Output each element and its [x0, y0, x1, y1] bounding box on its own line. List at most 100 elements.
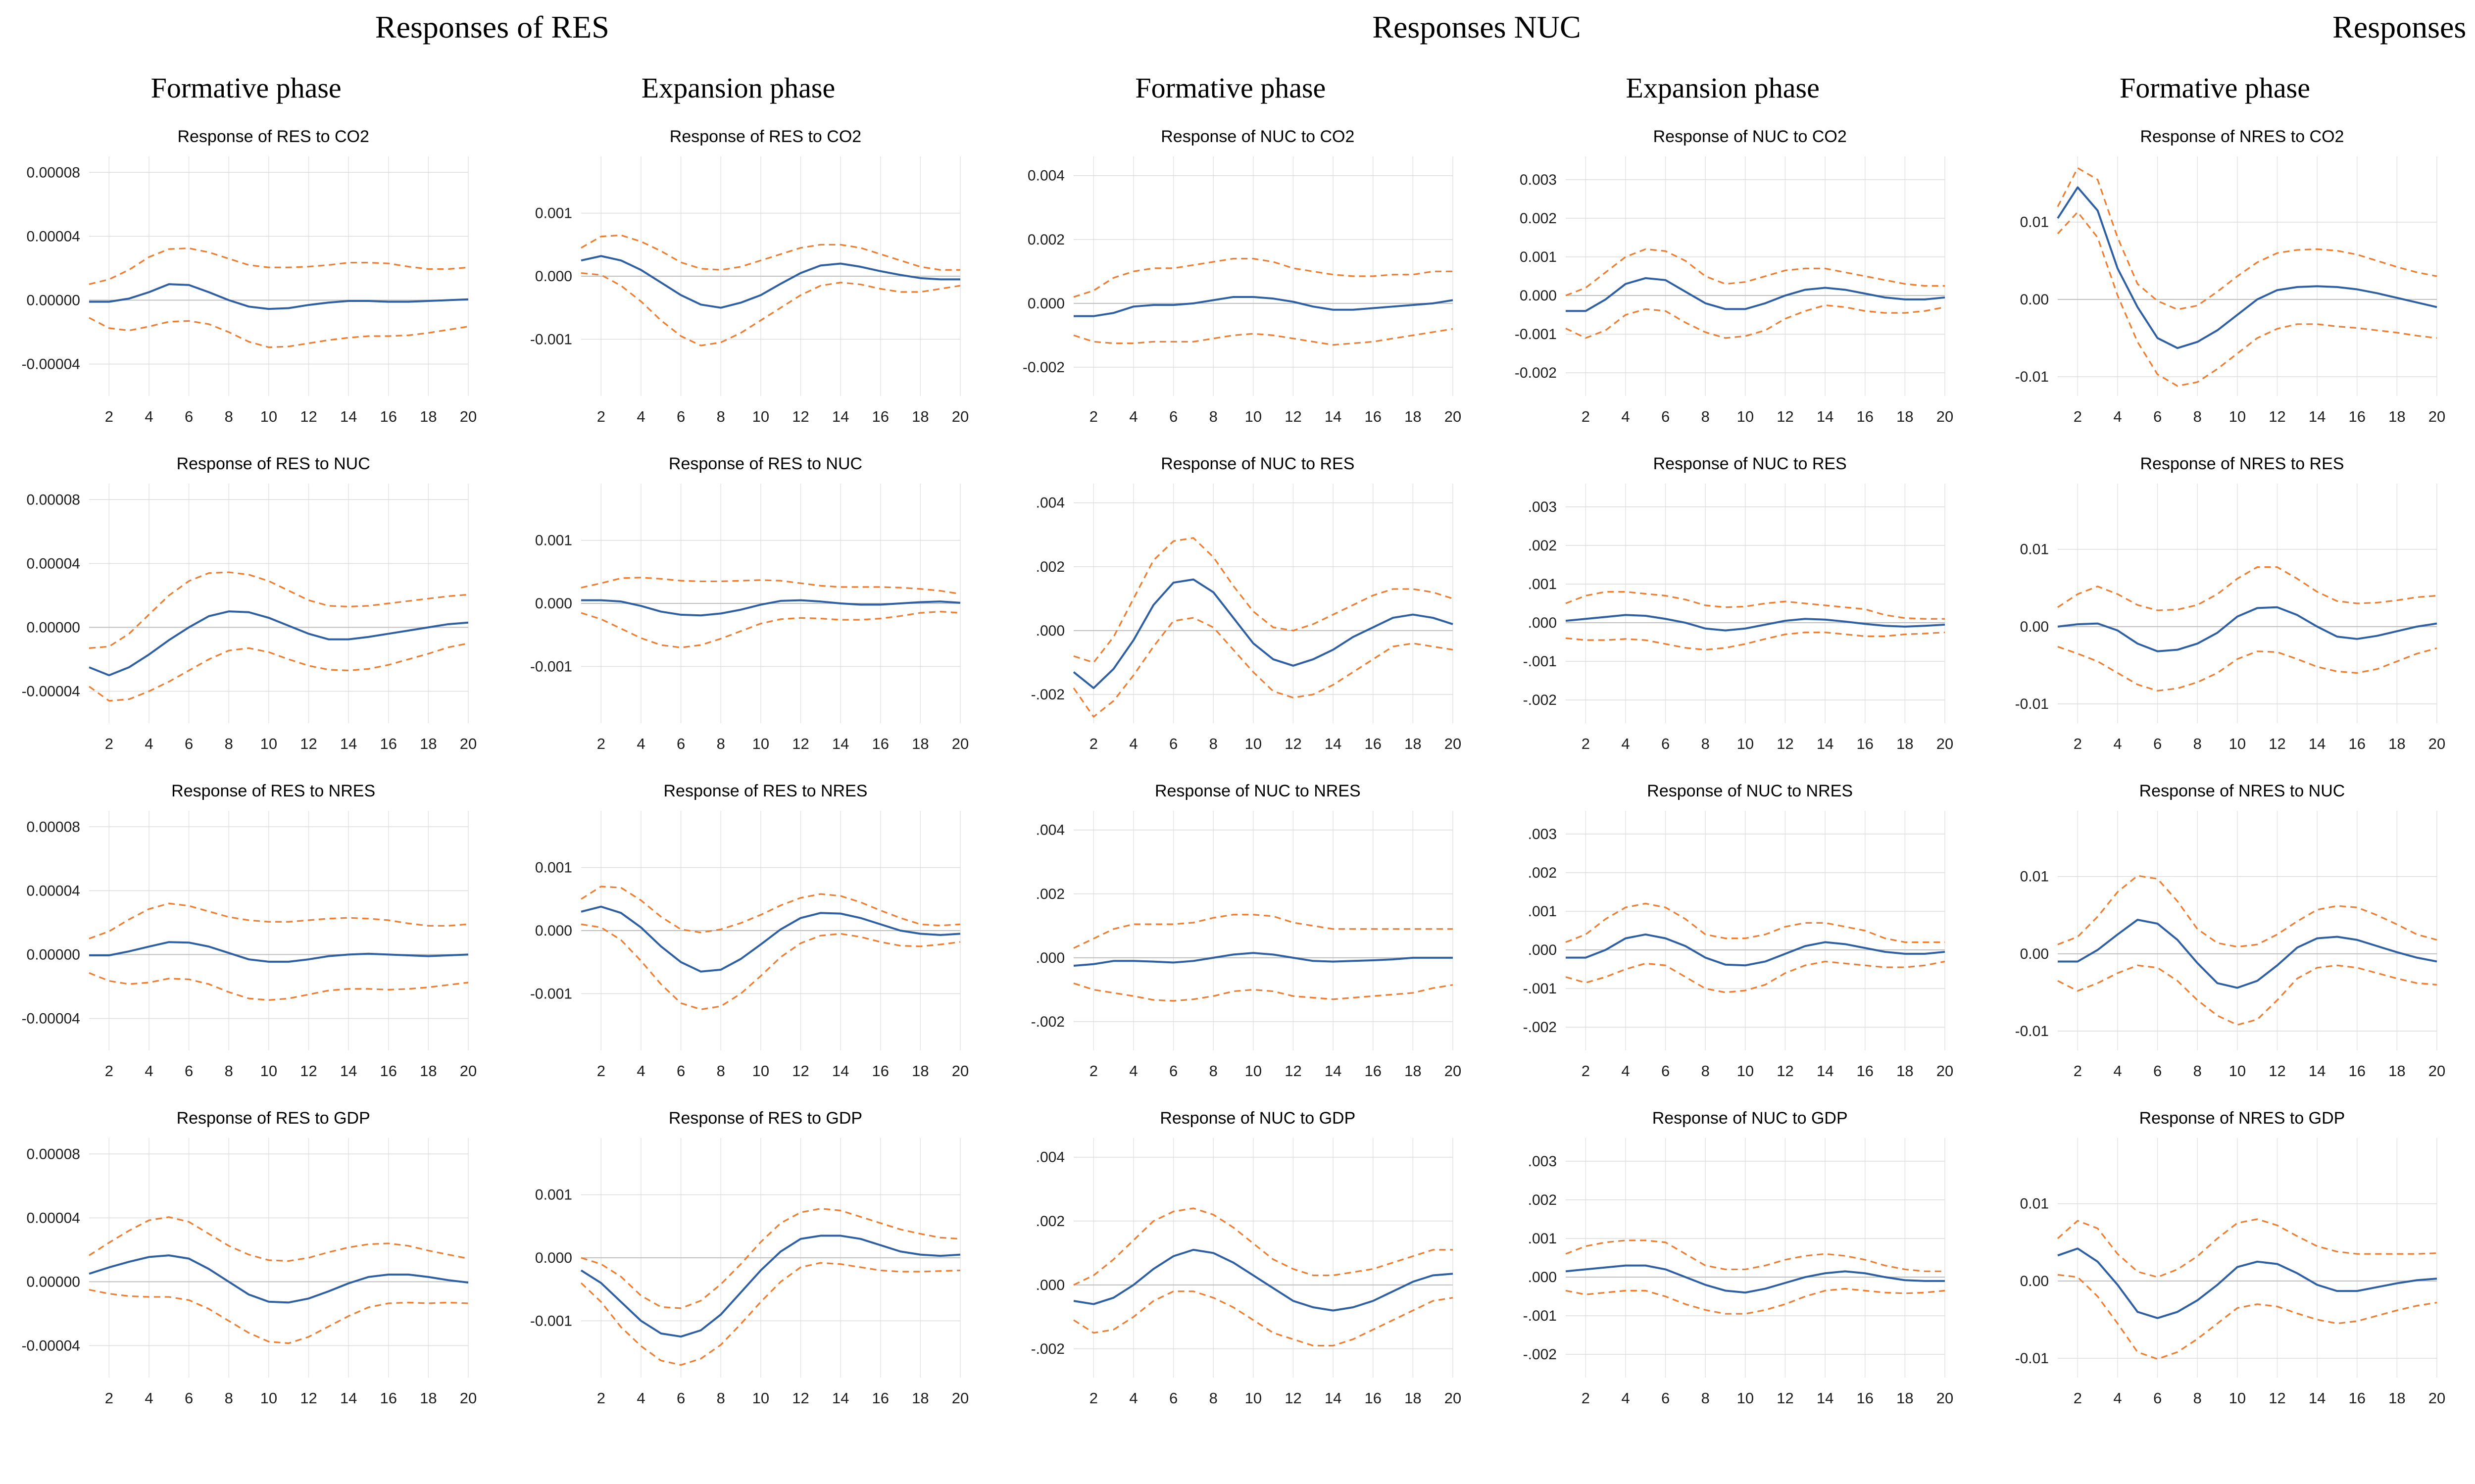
confidence-band-line — [2058, 1274, 2437, 1360]
x-tick-label: 12 — [792, 408, 809, 425]
confidence-band-line — [1565, 1239, 1945, 1272]
y-tick-label: -.002 — [1523, 1019, 1557, 1036]
x-tick-label: 8 — [717, 735, 725, 752]
x-tick-label: 6 — [2153, 1389, 2162, 1407]
x-tick-label: 12 — [1285, 1389, 1301, 1407]
x-tick-label: 2 — [2074, 1389, 2082, 1407]
x-tick-label: 2 — [1582, 1062, 1590, 1080]
y-tick-label: -0.001 — [530, 331, 572, 347]
confidence-band-line — [89, 902, 469, 940]
chart-title: Response of RES to NUC — [668, 454, 863, 473]
confidence-band-line — [2057, 211, 2437, 387]
y-tick-label: 0.001 — [1520, 249, 1557, 265]
y-tick-label: 0.000 — [535, 268, 572, 285]
x-tick-label: 4 — [637, 1062, 645, 1080]
confidence-band-line — [89, 571, 469, 649]
group-title-nuc: Responses NUC — [1372, 9, 1581, 45]
y-tick-label: -.002 — [1031, 687, 1064, 703]
x-tick-label: 2 — [597, 1062, 605, 1080]
x-tick-label: 4 — [637, 1389, 645, 1407]
x-tick-label: 4 — [1621, 408, 1630, 425]
x-tick-label: 6 — [677, 408, 685, 425]
x-tick-label: 20 — [952, 735, 969, 752]
chart-title: Response of RES to CO2 — [177, 127, 369, 146]
x-tick-label: 4 — [1129, 735, 1138, 752]
y-tick-label: -.002 — [1523, 1346, 1557, 1363]
x-tick-label: 16 — [380, 735, 397, 752]
chart-panel: Response of NUC to RES .004 .002 .000 -.002 2… — [985, 454, 1477, 763]
chart-plot-area: 0.0100.0050.000-0.0052468101214161820 — [2472, 803, 2475, 1090]
y-tick-label: 0.00004 — [27, 1210, 80, 1226]
y-tick-label: -0.01 — [2015, 1023, 2049, 1039]
x-tick-label: 10 — [2229, 735, 2246, 752]
y-tick-label: -0.00004 — [22, 356, 80, 372]
y-tick-label: 0.00 — [2020, 619, 2049, 635]
x-tick-label: 12 — [300, 735, 317, 752]
confidence-band-line — [581, 577, 961, 595]
x-tick-label: 4 — [2114, 1062, 2122, 1080]
chart-plot-area: 0.01 0.00 -0.01 2 4 6 8 10 12 14 16 18 20 — [2015, 1138, 2446, 1407]
x-tick-label: 4 — [145, 735, 153, 752]
x-tick-label: 16 — [2349, 1389, 2366, 1407]
x-tick-label: 12 — [300, 1062, 317, 1080]
confidence-band-line — [2057, 1218, 2437, 1278]
x-tick-label: 14 — [2309, 1389, 2326, 1407]
x-tick-label: 18 — [420, 1389, 437, 1407]
x-tick-label: 10 — [1737, 1389, 1754, 1407]
chart-plot-area: 0.00008 0.00004 0.00000 -0.00004 2 4 6 8 10 12 14 1… — [22, 156, 477, 425]
y-tick-label: 0.001 — [535, 1187, 572, 1203]
x-tick-label: 12 — [1285, 735, 1301, 752]
x-tick-label: 6 — [185, 408, 193, 425]
x-tick-label: 20 — [1936, 735, 1953, 752]
group-title-nres: Responses of NRES — [2332, 9, 2475, 45]
group-header-row: Responses of RES Responses NUC Responses… — [0, 0, 2475, 46]
confidence-band-line — [2057, 167, 2437, 310]
x-tick-label: 6 — [2153, 735, 2162, 752]
y-tick-label: 0.00004 — [27, 883, 80, 899]
x-tick-label: 4 — [2114, 408, 2122, 425]
chart-panel: Response of NUC to CO2 0.003 0.002 0.001 0.0… — [1477, 127, 1969, 436]
response-line — [2057, 186, 2437, 349]
x-tick-label: 16 — [872, 408, 889, 425]
chart-plot-area: 0.00008 0.00004 0.00000 -0.00004 2 4 6 8 10 12 14 1… — [22, 484, 477, 752]
chart-title: Response of RES to CO2 — [669, 127, 862, 146]
x-tick-label: 18 — [912, 1062, 929, 1080]
y-tick-label: -0.001 — [530, 1313, 572, 1329]
x-tick-label: 2 — [597, 735, 605, 752]
x-tick-label: 12 — [2269, 735, 2286, 752]
x-tick-label: 14 — [1325, 408, 1341, 425]
x-tick-label: 12 — [300, 408, 317, 425]
y-tick-label: 0.00 — [2020, 292, 2049, 308]
x-tick-label: 10 — [1737, 408, 1754, 425]
x-tick-label: 20 — [2428, 735, 2445, 752]
x-tick-label: 16 — [2349, 1062, 2366, 1080]
response-line — [581, 255, 961, 309]
response-line — [1565, 614, 1945, 632]
x-tick-label: 2 — [105, 735, 113, 752]
y-tick-label: .002 — [1036, 886, 1064, 902]
chart-title: Response of RES to GDP — [176, 1109, 370, 1128]
x-tick-label: 2 — [597, 408, 605, 425]
y-tick-label: -0.01 — [2015, 1350, 2049, 1367]
y-tick-label: -0.002 — [1023, 359, 1065, 376]
x-tick-label: 20 — [1936, 408, 1953, 425]
response-line — [1566, 933, 1945, 967]
chart-plot-area: 0.00008 0.00004 0.00000 -0.00004 2 4 6 8 10 12 14 1… — [22, 811, 477, 1080]
x-tick-label: 20 — [460, 408, 477, 425]
confidence-band-line — [89, 972, 469, 1001]
x-tick-label: 20 — [1444, 1389, 1461, 1407]
chart-title: Response of NUC to RES — [1161, 454, 1355, 473]
y-tick-label: -0.001 — [1515, 326, 1557, 343]
x-tick-label: 8 — [2193, 1062, 2202, 1080]
y-tick-label: 0.01 — [2020, 1196, 2049, 1212]
chart-plot-area: 0.0100.0050.000-0.0052468101214161820 — [2472, 1130, 2475, 1417]
x-tick-label: 14 — [832, 735, 849, 752]
x-tick-label: 4 — [637, 735, 645, 752]
chart-panel: Response of RES to NUC 0.001 0.000 -0.001 2 4… — [492, 454, 984, 763]
x-tick-label: 8 — [225, 735, 233, 752]
chart-panel: Response of NRES to NUC0.0100.0050.000-0… — [2461, 782, 2475, 1090]
y-tick-label: 0.003 — [1520, 172, 1557, 188]
y-tick-label: 0.001 — [535, 860, 572, 876]
chart-panel: Response of RES to GDP 0.001 0.000 -0.001 2 4… — [492, 1109, 984, 1417]
phase-title-res-formative: Formative phase — [150, 72, 342, 104]
